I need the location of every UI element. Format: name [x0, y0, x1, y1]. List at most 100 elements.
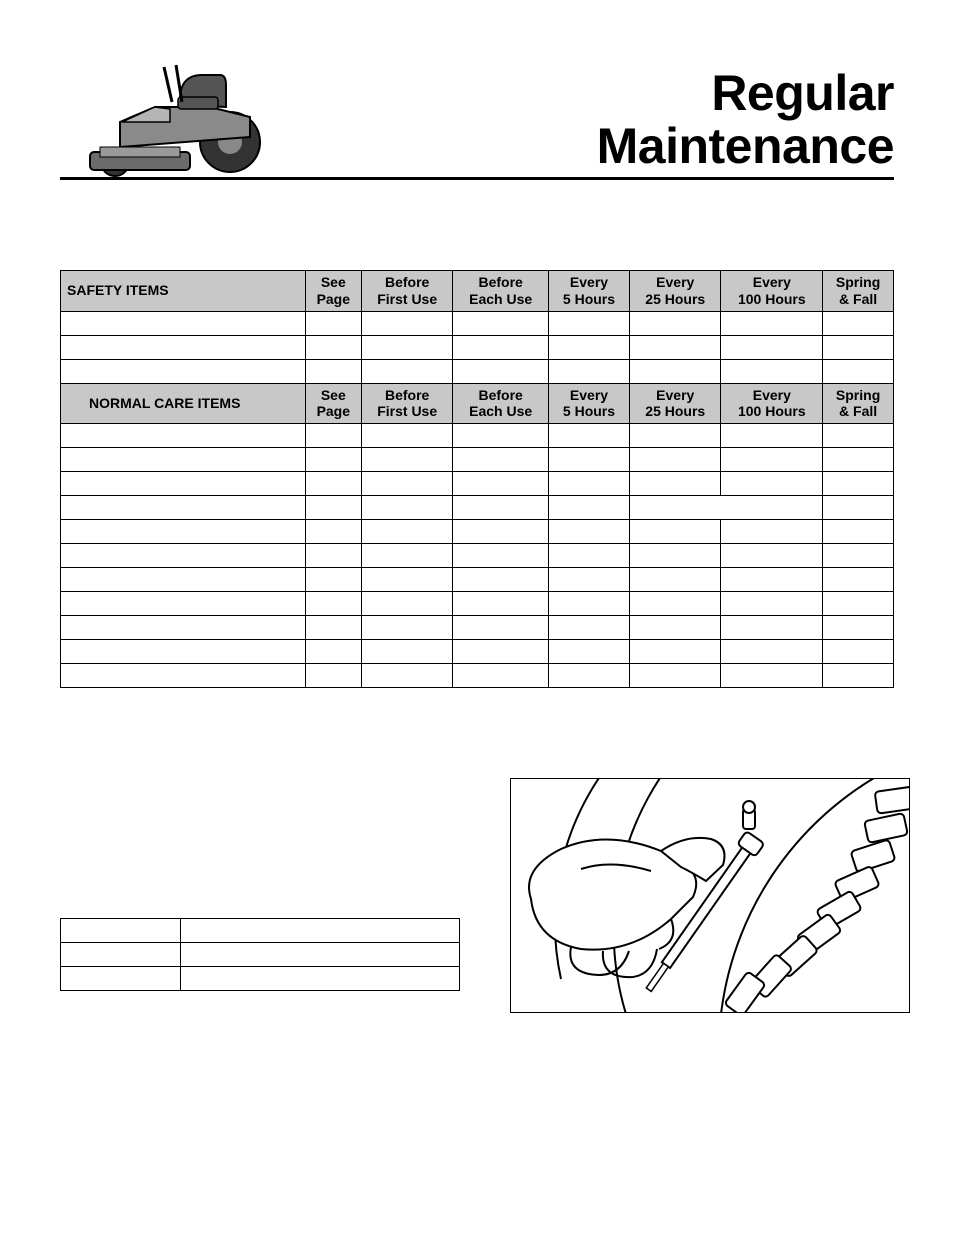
- table-row: [61, 568, 894, 592]
- schedule-cell: [305, 640, 361, 664]
- schedule-cell: [305, 544, 361, 568]
- schedule-cell: [548, 568, 629, 592]
- lower-left-column: [60, 778, 480, 1013]
- section-header: SAFETY ITEMS: [61, 271, 306, 312]
- schedule-cell: [823, 520, 894, 544]
- schedule-cell: [630, 616, 721, 640]
- schedule-cell: [361, 311, 452, 335]
- schedule-cell: [630, 520, 721, 544]
- schedule-cell: [361, 664, 452, 688]
- schedule-cell: [823, 544, 894, 568]
- schedule-cell-merged: [630, 496, 823, 520]
- schedule-cell: [361, 640, 452, 664]
- item-cell: [61, 448, 306, 472]
- schedule-cell: [630, 544, 721, 568]
- schedule-cell: [453, 664, 549, 688]
- item-cell: [61, 544, 306, 568]
- tire-gauge-illustration: [510, 778, 910, 1013]
- column-header: BeforeFirst Use: [361, 271, 452, 312]
- column-header: Every100 Hours: [721, 271, 823, 312]
- schedule-cell: [548, 544, 629, 568]
- schedule-cell: [453, 335, 549, 359]
- item-cell: [61, 568, 306, 592]
- item-cell: [61, 424, 306, 448]
- schedule-cell: [361, 472, 452, 496]
- column-header: Every100 Hours: [721, 383, 823, 424]
- schedule-cell: [630, 448, 721, 472]
- schedule-cell: [361, 496, 452, 520]
- column-header: Every25 Hours: [630, 383, 721, 424]
- column-header: BeforeEach Use: [453, 271, 549, 312]
- schedule-cell: [361, 335, 452, 359]
- column-header: BeforeFirst Use: [361, 383, 452, 424]
- schedule-cell: [721, 424, 823, 448]
- pressure-cell: [61, 967, 181, 991]
- schedule-cell: [548, 496, 629, 520]
- schedule-cell: [548, 335, 629, 359]
- schedule-cell: [361, 592, 452, 616]
- schedule-cell: [305, 359, 361, 383]
- schedule-cell: [823, 335, 894, 359]
- table-row: [61, 967, 460, 991]
- schedule-cell: [823, 664, 894, 688]
- schedule-cell: [721, 544, 823, 568]
- table-row: [61, 664, 894, 688]
- item-cell: [61, 592, 306, 616]
- schedule-cell: [305, 568, 361, 592]
- schedule-cell: [721, 520, 823, 544]
- lower-right-column: [510, 778, 910, 1013]
- tire-pressure-table: [60, 918, 460, 991]
- schedule-cell: [361, 568, 452, 592]
- schedule-cell: [453, 472, 549, 496]
- pressure-cell: [181, 943, 460, 967]
- column-header: SeePage: [305, 383, 361, 424]
- schedule-cell: [630, 424, 721, 448]
- item-cell: [61, 311, 306, 335]
- lower-section: [60, 778, 894, 1013]
- mower-illustration: [60, 27, 280, 177]
- schedule-cell: [361, 616, 452, 640]
- schedule-cell: [630, 664, 721, 688]
- schedule-cell: [630, 640, 721, 664]
- schedule-cell: [548, 592, 629, 616]
- schedule-cell: [548, 311, 629, 335]
- schedule-cell: [721, 664, 823, 688]
- table-row: [61, 496, 894, 520]
- title-line-1: Regular: [280, 67, 894, 120]
- schedule-cell: [453, 544, 549, 568]
- schedule-cell: [548, 616, 629, 640]
- column-header: SeePage: [305, 271, 361, 312]
- schedule-cell: [721, 616, 823, 640]
- table-row: [61, 472, 894, 496]
- schedule-cell: [453, 359, 549, 383]
- pressure-cell: [181, 919, 460, 943]
- column-header: BeforeEach Use: [453, 383, 549, 424]
- schedule-cell: [823, 359, 894, 383]
- title-line-2: Maintenance: [280, 120, 894, 173]
- schedule-cell: [453, 424, 549, 448]
- item-cell: [61, 335, 306, 359]
- schedule-cell: [630, 359, 721, 383]
- page-title: Regular Maintenance: [280, 67, 894, 177]
- schedule-cell: [453, 640, 549, 664]
- schedule-cell: [721, 359, 823, 383]
- table-row: [61, 448, 894, 472]
- schedule-cell: [721, 640, 823, 664]
- schedule-cell: [361, 359, 452, 383]
- schedule-cell: [453, 448, 549, 472]
- schedule-cell: [548, 520, 629, 544]
- schedule-cell: [721, 472, 823, 496]
- schedule-cell: [305, 664, 361, 688]
- schedule-cell: [630, 472, 721, 496]
- schedule-cell: [305, 472, 361, 496]
- schedule-cell: [548, 359, 629, 383]
- page-header: Regular Maintenance: [60, 30, 894, 180]
- table-row: [61, 943, 460, 967]
- schedule-cell: [721, 568, 823, 592]
- table-row: [61, 592, 894, 616]
- schedule-cell: [548, 472, 629, 496]
- schedule-cell: [305, 335, 361, 359]
- schedule-cell: [823, 311, 894, 335]
- schedule-cell: [630, 568, 721, 592]
- schedule-cell: [630, 311, 721, 335]
